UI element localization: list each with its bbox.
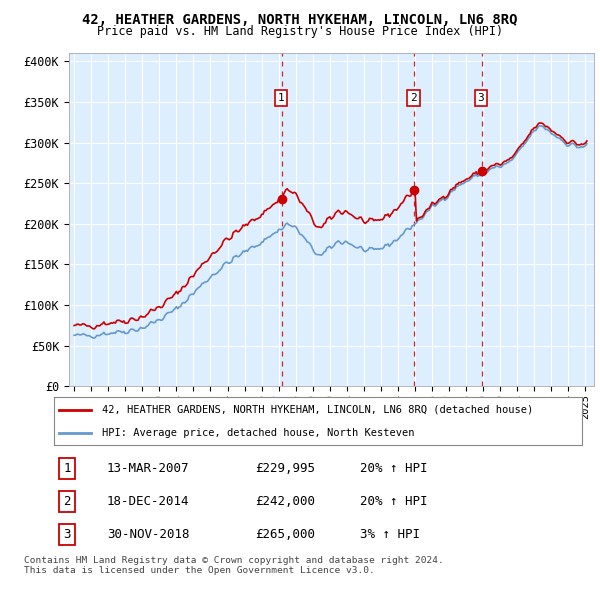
Text: 1: 1: [64, 462, 71, 475]
Text: £242,000: £242,000: [254, 495, 314, 508]
Text: £229,995: £229,995: [254, 462, 314, 475]
Text: Price paid vs. HM Land Registry's House Price Index (HPI): Price paid vs. HM Land Registry's House …: [97, 25, 503, 38]
Text: 3: 3: [64, 528, 71, 541]
Text: 2: 2: [64, 495, 71, 508]
Text: 3% ↑ HPI: 3% ↑ HPI: [360, 528, 420, 541]
Text: 2: 2: [410, 93, 417, 103]
Text: 30-NOV-2018: 30-NOV-2018: [107, 528, 190, 541]
Text: 3: 3: [478, 93, 484, 103]
Text: 1: 1: [278, 93, 284, 103]
Text: 20% ↑ HPI: 20% ↑ HPI: [360, 462, 428, 475]
Text: 42, HEATHER GARDENS, NORTH HYKEHAM, LINCOLN, LN6 8RQ: 42, HEATHER GARDENS, NORTH HYKEHAM, LINC…: [82, 13, 518, 27]
Text: 20% ↑ HPI: 20% ↑ HPI: [360, 495, 428, 508]
Text: 13-MAR-2007: 13-MAR-2007: [107, 462, 190, 475]
Text: £265,000: £265,000: [254, 528, 314, 541]
Text: Contains HM Land Registry data © Crown copyright and database right 2024.
This d: Contains HM Land Registry data © Crown c…: [24, 556, 444, 575]
Text: 18-DEC-2014: 18-DEC-2014: [107, 495, 190, 508]
Text: HPI: Average price, detached house, North Kesteven: HPI: Average price, detached house, Nort…: [101, 428, 414, 438]
Text: 42, HEATHER GARDENS, NORTH HYKEHAM, LINCOLN, LN6 8RQ (detached house): 42, HEATHER GARDENS, NORTH HYKEHAM, LINC…: [101, 405, 533, 415]
